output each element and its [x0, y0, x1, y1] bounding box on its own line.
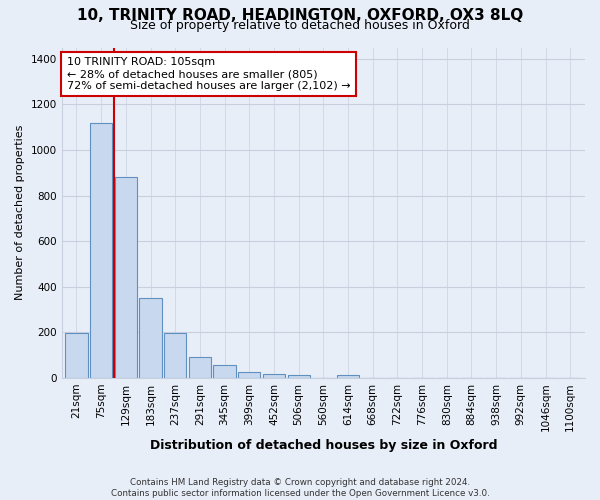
Bar [214, 365, 236, 378]
X-axis label: Distribution of detached houses by size in Oxford: Distribution of detached houses by size … [149, 440, 497, 452]
Bar [164, 334, 187, 378]
Text: 10 TRINITY ROAD: 105sqm
← 28% of detached houses are smaller (805)
72% of semi-d: 10 TRINITY ROAD: 105sqm ← 28% of detache… [67, 58, 350, 90]
Bar [263, 374, 285, 378]
Text: Contains HM Land Registry data © Crown copyright and database right 2024.
Contai: Contains HM Land Registry data © Crown c… [110, 478, 490, 498]
Text: Size of property relative to detached houses in Oxford: Size of property relative to detached ho… [130, 18, 470, 32]
Bar [65, 334, 88, 378]
Bar [189, 357, 211, 378]
Bar [90, 122, 112, 378]
Bar [238, 372, 260, 378]
Text: 10, TRINITY ROAD, HEADINGTON, OXFORD, OX3 8LQ: 10, TRINITY ROAD, HEADINGTON, OXFORD, OX… [77, 8, 523, 22]
Bar [115, 178, 137, 378]
Bar [287, 375, 310, 378]
Bar [139, 298, 161, 378]
Y-axis label: Number of detached properties: Number of detached properties [15, 125, 25, 300]
Bar [337, 376, 359, 378]
